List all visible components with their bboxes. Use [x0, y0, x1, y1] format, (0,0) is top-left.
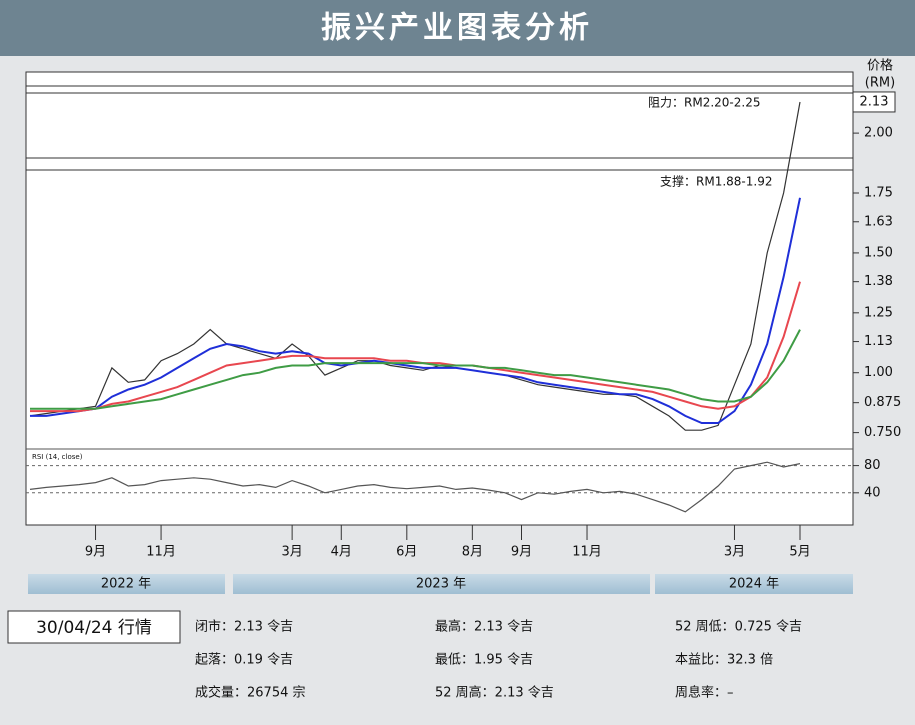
info-item: 最高：2.13 令吉 — [435, 619, 533, 635]
annotation: 支撑：RM1.88-1.92 — [660, 174, 772, 189]
series-line — [30, 281, 801, 413]
axis-label: 价格 — [867, 58, 893, 74]
x-tick-label: 4月 — [331, 545, 352, 560]
y-tick-label: 2.00 — [864, 126, 893, 141]
date-label: 30/04/24 行情 — [36, 618, 152, 638]
y-tick-label: 1.50 — [864, 245, 893, 260]
series-line — [30, 197, 801, 424]
x-tick-label: 6月 — [396, 545, 417, 560]
y2-tick-label: 80 — [864, 458, 881, 473]
x-tick-label: 3月 — [281, 545, 302, 560]
chart-panel — [25, 71, 854, 526]
rsi-label: RSI (14, close) — [32, 453, 83, 461]
y-tick-label: 1.13 — [864, 334, 893, 349]
price-marker — [852, 91, 896, 113]
y-tick-label: 0.875 — [864, 395, 901, 410]
y-tick-label: 1.00 — [864, 365, 893, 380]
y-tick-label: 0.750 — [864, 425, 901, 440]
series-line — [29, 101, 801, 431]
info-item: 52 周低：0.725 令吉 — [675, 620, 802, 635]
x-tick-label: 9月 — [85, 545, 106, 560]
title-bar — [0, 0, 915, 56]
x-tick-label: 3月 — [724, 545, 745, 560]
info-item: 周息率：– — [675, 685, 734, 701]
year-label: 2024 年 — [729, 577, 779, 592]
info-item: 起落：0.19 令吉 — [195, 653, 293, 668]
x-tick-label: 8月 — [462, 545, 483, 560]
price-marker-label: 2.13 — [860, 94, 889, 109]
x-tick-label: 5月 — [789, 545, 810, 560]
y-tick-label: 1.75 — [864, 186, 893, 201]
y-tick-label: 1.25 — [864, 305, 893, 320]
axis-label: (RM) — [865, 76, 895, 91]
info-item: 闭市：2.13 令吉 — [195, 619, 293, 635]
x-tick-label: 11月 — [146, 545, 176, 560]
y-tick-label: 1.63 — [864, 214, 893, 229]
page-title: 振兴产业图表分析 — [321, 11, 593, 46]
year-bar — [28, 574, 225, 594]
x-tick-label: 9月 — [511, 545, 532, 560]
y-tick-label: 1.38 — [864, 274, 893, 289]
series-line — [29, 461, 801, 513]
x-tick-label: 11月 — [572, 545, 602, 560]
date-box — [7, 610, 181, 644]
annotation: 阻力：RM2.20-2.25 — [648, 96, 760, 110]
info-item: 最低：1.95 令吉 — [435, 653, 533, 668]
year-label: 2023 年 — [416, 577, 466, 592]
year-label: 2022 年 — [101, 577, 151, 592]
info-item: 52 周高：2.13 令吉 — [435, 685, 554, 701]
y2-tick-label: 40 — [864, 485, 881, 500]
year-bar — [233, 574, 650, 594]
series-line — [30, 329, 801, 410]
info-item: 本益比：32.3 倍 — [675, 653, 773, 668]
info-item: 成交量：26754 宗 — [195, 685, 306, 701]
year-bar — [655, 574, 853, 594]
